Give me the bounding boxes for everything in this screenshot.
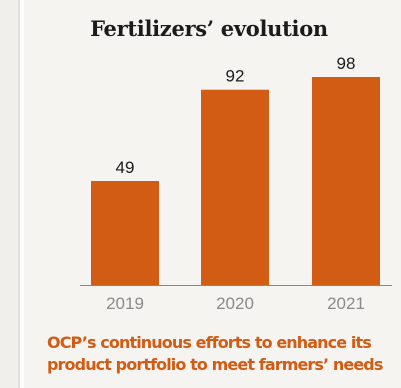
bar-2021 bbox=[312, 77, 380, 285]
data-label-2021: 98 bbox=[337, 54, 356, 73]
bar-2020 bbox=[201, 89, 269, 285]
chart-title: Fertilizers’ evolution bbox=[90, 16, 328, 41]
bar-2019 bbox=[91, 181, 159, 285]
caption-line-2: product portfolio to meet farmers’ needs bbox=[47, 355, 383, 374]
x-tick-2021: 2021 bbox=[327, 294, 365, 313]
x-tick-2020: 2020 bbox=[216, 294, 254, 313]
data-label-2020: 92 bbox=[226, 67, 245, 86]
left-divider bbox=[18, 0, 20, 388]
left-background-strip bbox=[0, 0, 18, 388]
data-label-2019: 49 bbox=[116, 158, 135, 177]
chart-caption: OCP’s continuous efforts to enhance its … bbox=[47, 332, 401, 376]
caption-line-1: OCP’s continuous efforts to enhance its bbox=[47, 333, 372, 352]
x-tick-2019: 2019 bbox=[106, 294, 144, 313]
